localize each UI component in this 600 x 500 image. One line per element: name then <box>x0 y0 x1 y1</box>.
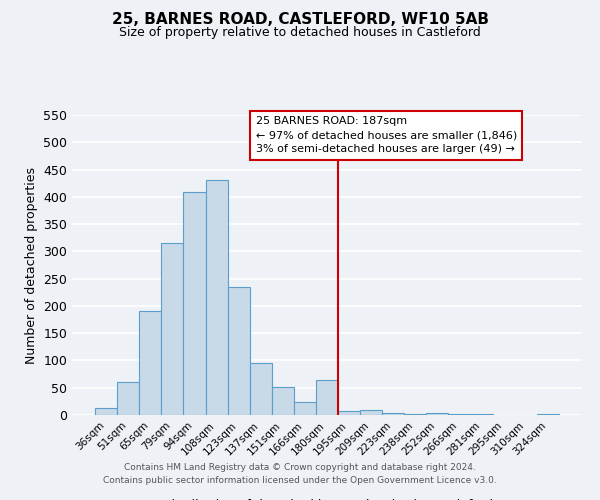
Bar <box>139 312 161 415</box>
Text: Contains HM Land Registry data © Crown copyright and database right 2024.: Contains HM Land Registry data © Crown c… <box>124 464 476 472</box>
Bar <box>338 410 360 415</box>
Y-axis label: Number of detached properties: Number of detached properties <box>25 166 38 364</box>
Bar <box>184 192 206 415</box>
Bar <box>117 382 139 415</box>
Text: 25 BARNES ROAD: 187sqm
← 97% of detached houses are smaller (1,846)
3% of semi-d: 25 BARNES ROAD: 187sqm ← 97% of detached… <box>256 116 517 154</box>
Bar <box>294 402 316 415</box>
Text: Contains public sector information licensed under the Open Government Licence v3: Contains public sector information licen… <box>103 476 497 485</box>
Bar <box>537 414 559 415</box>
Text: Size of property relative to detached houses in Castleford: Size of property relative to detached ho… <box>119 26 481 39</box>
Bar <box>250 363 272 415</box>
Bar <box>316 380 338 415</box>
Bar <box>227 287 250 415</box>
Bar <box>404 414 427 415</box>
Bar <box>360 410 382 415</box>
Bar <box>206 180 227 415</box>
Bar <box>161 243 184 415</box>
Bar <box>95 408 117 415</box>
Bar <box>382 413 404 415</box>
Bar <box>470 414 493 415</box>
Bar <box>448 414 470 415</box>
Text: Distribution of detached houses by size in Castleford: Distribution of detached houses by size … <box>161 499 493 500</box>
Bar <box>427 414 448 415</box>
Bar <box>272 386 294 415</box>
Text: 25, BARNES ROAD, CASTLEFORD, WF10 5AB: 25, BARNES ROAD, CASTLEFORD, WF10 5AB <box>112 12 488 28</box>
